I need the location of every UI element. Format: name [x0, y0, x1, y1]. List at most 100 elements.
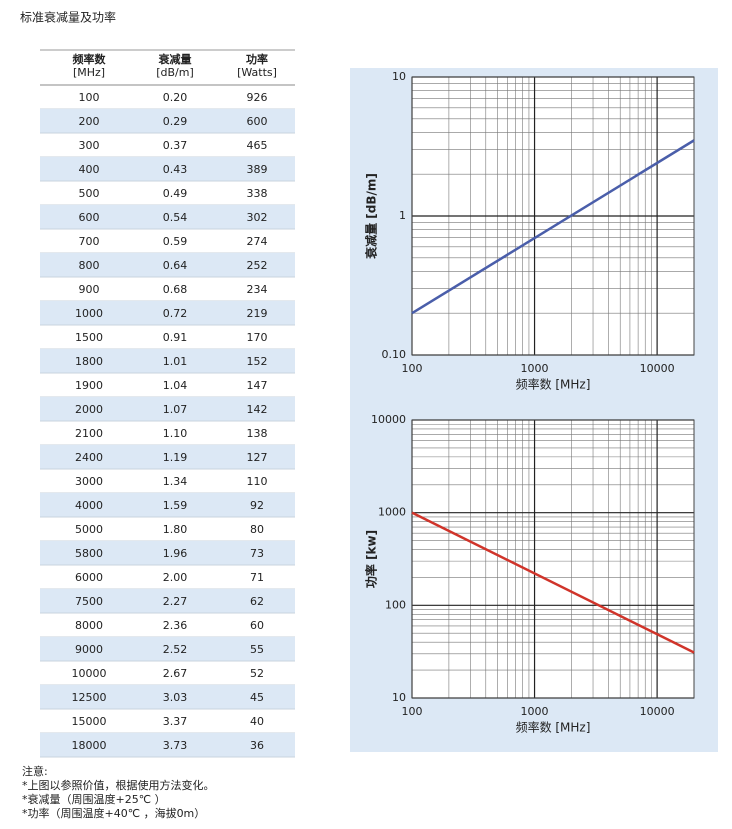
table-cell: 3.73 [163, 739, 188, 752]
y-tick-label: 1000 [378, 506, 406, 519]
table-header: [Watts] [237, 66, 277, 79]
table-cell: 1.19 [163, 451, 188, 464]
table-cell: 71 [250, 571, 264, 584]
table-row-bg [40, 205, 295, 229]
y-tick-label: 100 [385, 598, 406, 611]
table-cell: 0.43 [163, 163, 188, 176]
plot-area [412, 420, 694, 698]
table-cell: 18000 [72, 739, 107, 752]
table-header: 功率 [246, 52, 268, 66]
table-cell: 2400 [75, 451, 103, 464]
table-cell: 0.91 [163, 331, 188, 344]
table-cell: 52 [250, 667, 264, 680]
table-cell: 1500 [75, 331, 103, 344]
table-cell: 1.96 [163, 547, 188, 560]
table-cell: 142 [247, 403, 268, 416]
table-cell: 2100 [75, 427, 103, 440]
x-tick-label: 10000 [640, 362, 675, 375]
table-cell: 600 [247, 115, 268, 128]
table-cell: 2.00 [163, 571, 188, 584]
x-tick-label: 100 [402, 362, 423, 375]
note: *上图以参照价值，根据使用方法变化。 [22, 778, 215, 792]
table-cell: 465 [247, 139, 268, 152]
table-cell: 9000 [75, 643, 103, 656]
table-row-bg [40, 301, 295, 325]
table-cell: 62 [250, 595, 264, 608]
table-cell: 274 [247, 235, 268, 248]
table-cell: 1.59 [163, 499, 188, 512]
table-cell: 338 [247, 187, 268, 200]
table-cell: 2.36 [163, 619, 188, 632]
table-cell: 6000 [75, 571, 103, 584]
table-row-bg [40, 589, 295, 613]
table-cell: 900 [79, 283, 100, 296]
table-cell: 1900 [75, 379, 103, 392]
table-cell: 0.37 [163, 139, 188, 152]
table-cell: 7500 [75, 595, 103, 608]
table-cell: 300 [79, 139, 100, 152]
table-cell: 138 [247, 427, 268, 440]
table-cell: 0.20 [163, 91, 188, 104]
table-cell: 127 [247, 451, 268, 464]
y-axis-label: 功率 [kw] [364, 530, 379, 588]
x-tick-label: 1000 [521, 362, 549, 375]
y-axis-label: 衰减量 [dB/m] [364, 173, 379, 260]
table-cell: 600 [79, 211, 100, 224]
x-tick-label: 100 [402, 705, 423, 718]
y-tick-label: 10000 [371, 413, 406, 426]
y-tick-label: 0.10 [382, 348, 407, 361]
table-cell: 0.29 [163, 115, 188, 128]
table-cell: 92 [250, 499, 264, 512]
table-row-bg [40, 445, 295, 469]
table-cell: 73 [250, 547, 264, 560]
table-cell: 100 [79, 91, 100, 104]
table-row-bg [40, 157, 295, 181]
table-cell: 3000 [75, 475, 103, 488]
note: 注意: [22, 764, 48, 778]
table-cell: 147 [247, 379, 268, 392]
note: *衰减量（周围温度+25℃ ） [22, 792, 166, 806]
table-header: [dB/m] [156, 66, 194, 79]
table-cell: 152 [247, 355, 268, 368]
table-cell: 1.10 [163, 427, 188, 440]
table-cell: 200 [79, 115, 100, 128]
y-tick-label: 1 [399, 209, 406, 222]
table-row-bg [40, 493, 295, 517]
table-row-bg [40, 637, 295, 661]
page-title: 标准衰减量及功率 [20, 10, 116, 25]
table-cell: 700 [79, 235, 100, 248]
table-header: [MHz] [73, 66, 105, 79]
table-row-bg [40, 397, 295, 421]
table-cell: 15000 [72, 715, 107, 728]
table-cell: 1.01 [163, 355, 188, 368]
table-cell: 0.59 [163, 235, 188, 248]
table-cell: 5800 [75, 547, 103, 560]
x-axis-label: 频率数 [MHz] [516, 377, 591, 392]
table-cell: 2000 [75, 403, 103, 416]
table-cell: 5000 [75, 523, 103, 536]
x-axis-label: 频率数 [MHz] [516, 720, 591, 735]
table-cell: 800 [79, 259, 100, 272]
table-cell: 8000 [75, 619, 103, 632]
table-cell: 3.37 [163, 715, 188, 728]
table-row-bg [40, 685, 295, 709]
plot-frame [411, 419, 695, 699]
table-cell: 60 [250, 619, 264, 632]
table-row-bg [40, 253, 295, 277]
table-cell: 2.67 [163, 667, 188, 680]
table-cell: 926 [247, 91, 268, 104]
table-row-bg [40, 541, 295, 565]
note: *功率（周围温度+40℃ ，海拔0m） [22, 806, 205, 820]
table-cell: 1.80 [163, 523, 188, 536]
table-cell: 3.03 [163, 691, 188, 704]
table-cell: 10000 [72, 667, 107, 680]
table-row-bg [40, 349, 295, 373]
table-cell: 0.72 [163, 307, 188, 320]
table-cell: 80 [250, 523, 264, 536]
table-cell: 40 [250, 715, 264, 728]
table-cell: 234 [247, 283, 268, 296]
x-tick-label: 10000 [640, 705, 675, 718]
plot-frame [411, 76, 695, 356]
table-cell: 2.52 [163, 643, 188, 656]
